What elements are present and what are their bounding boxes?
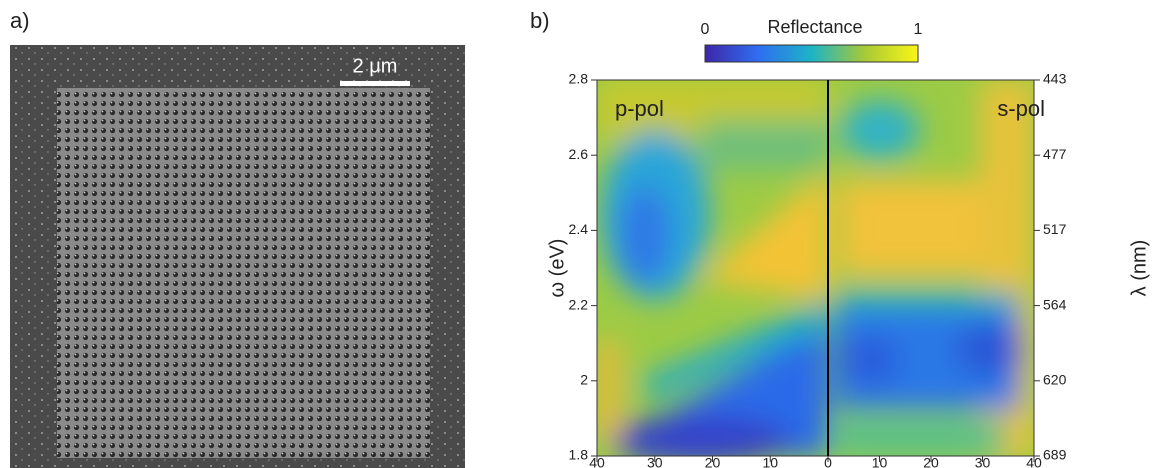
x-tick-label: 10 — [762, 455, 778, 468]
scale-bar — [340, 81, 410, 86]
y-tick-label: 1.8 — [569, 447, 589, 463]
y2-tick-label: 620 — [1043, 372, 1067, 388]
colorbar-title: Reflectance — [767, 17, 862, 37]
y2-tick-label: 564 — [1043, 296, 1067, 312]
y-tick-label: 2.6 — [569, 146, 589, 162]
x-tick-label: 30 — [647, 455, 663, 468]
x-tick-label: 10 — [872, 455, 888, 468]
y2-tick-label: 443 — [1043, 71, 1067, 87]
y-tick-label: 2.4 — [569, 221, 589, 237]
plot-frame — [596, 79, 1035, 457]
colorbar — [704, 44, 919, 63]
y2-tick-label: 689 — [1043, 447, 1067, 463]
y2-tick-label: 477 — [1043, 146, 1067, 162]
y-tick-label: 2 — [580, 372, 588, 388]
x-tick-label: 0 — [824, 455, 832, 468]
y2-tick-label: 517 — [1043, 221, 1067, 237]
x-tick-label: 30 — [975, 455, 991, 468]
colorbar-min: 0 — [701, 21, 710, 38]
annotation: s-pol — [997, 96, 1045, 121]
x-tick-label: 40 — [1026, 455, 1042, 468]
panel-label: a) — [10, 8, 30, 33]
y-axis-label: ω (eV) — [546, 239, 568, 298]
x-tick-label: 20 — [705, 455, 721, 468]
hole-array — [57, 88, 430, 458]
annotation: p-pol — [615, 96, 664, 121]
x-tick-label: 20 — [923, 455, 939, 468]
x-tick-label: 40 — [589, 455, 605, 468]
y2-axis-label: λ (nm) — [1128, 240, 1150, 297]
y-tick-label: 2.8 — [569, 71, 589, 87]
y-tick-label: 2.2 — [569, 296, 589, 312]
panel-label: b) — [530, 8, 550, 33]
heatmap — [597, 80, 1034, 456]
colorbar-max: 1 — [914, 21, 923, 38]
scale-bar-label: 2 μm — [353, 55, 398, 77]
